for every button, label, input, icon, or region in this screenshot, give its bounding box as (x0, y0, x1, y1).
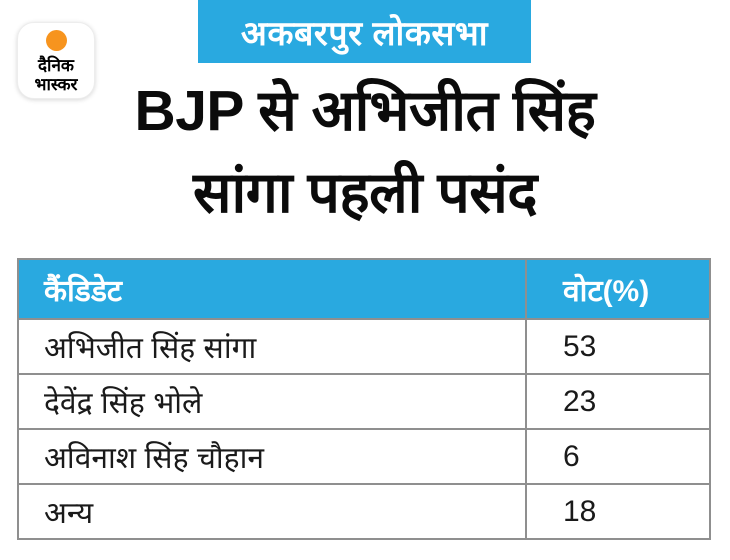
logo-text-line2: भास्कर (34, 75, 78, 94)
dainik-bhaskar-logo: दैनिक भास्कर (17, 22, 95, 99)
column-header-vote-percent: वोट(%) (525, 258, 711, 320)
headline-line2: सांगा पहली पसंद (192, 161, 538, 225)
vote-percent-value: 23 (525, 373, 711, 430)
table-row: देवेंद्र सिंह भोले 23 (17, 373, 711, 430)
constituency-banner: अकबरपुर लोकसभा (198, 0, 531, 63)
candidate-name: देवेंद्र सिंह भोले (17, 373, 527, 430)
vote-percent-value: 6 (525, 428, 711, 485)
candidate-name: अविनाश सिंह चौहान (17, 428, 527, 485)
column-header-candidate: कैंडिडेट (17, 258, 527, 320)
headline: BJP से अभिजीत सिंह सांगा पहली पसंद (0, 70, 730, 234)
vote-percent-value: 53 (525, 318, 711, 375)
table-header-row: कैंडिडेट वोट(%) (17, 258, 711, 320)
logo-text-line1: दैनिक (38, 56, 74, 75)
candidate-name: अन्य (17, 483, 527, 540)
logo-orange-dot-icon (45, 30, 67, 51)
table-row: अभिजीत सिंह सांगा 53 (17, 318, 711, 375)
results-table: कैंडिडेट वोट(%) अभिजीत सिंह सांगा 53 देव… (17, 258, 711, 540)
table-row: अविनाश सिंह चौहान 6 (17, 428, 711, 485)
constituency-banner-label: अकबरपुर लोकसभा (240, 14, 489, 53)
headline-line1: BJP से अभिजीत सिंह (134, 79, 596, 143)
table-row: अन्य 18 (17, 483, 711, 540)
candidate-name: अभिजीत सिंह सांगा (17, 318, 527, 375)
vote-percent-value: 18 (525, 483, 711, 540)
